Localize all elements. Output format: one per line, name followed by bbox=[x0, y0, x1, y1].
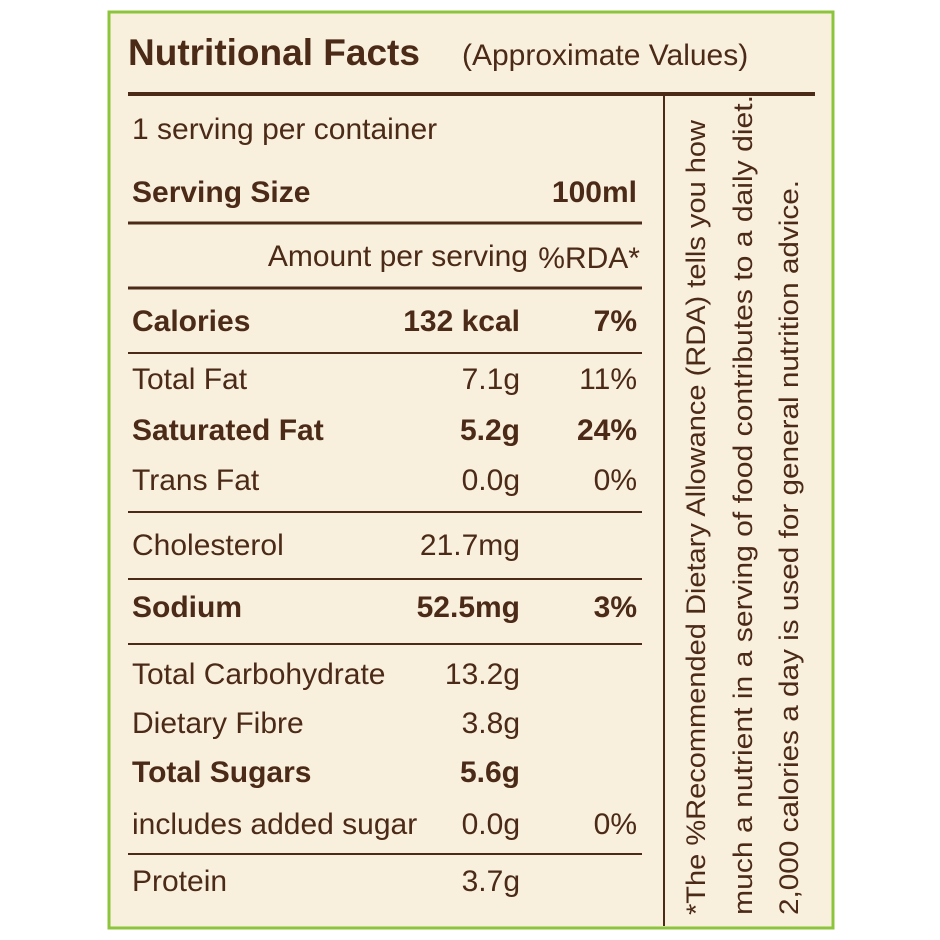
nutrient-amount: 132 kcal bbox=[403, 305, 520, 338]
nutrient-amount: 0.0g bbox=[462, 464, 520, 497]
subtitle: (Approximate Values) bbox=[462, 39, 748, 72]
nutrient-amount: 0.0g bbox=[462, 808, 520, 841]
nutrient-amount: 3.7g bbox=[462, 865, 520, 898]
rda-header: %RDA* bbox=[538, 242, 640, 275]
nutrient-name: Sodium bbox=[132, 591, 242, 624]
nutrient-rda: 7% bbox=[594, 305, 637, 338]
nutrient-rda: 24% bbox=[577, 414, 637, 447]
separators bbox=[128, 221, 642, 855]
nutrient-rda: 0% bbox=[594, 464, 637, 497]
nutrient-name: Dietary Fibre bbox=[132, 707, 304, 740]
nutrient-name: Cholesterol bbox=[132, 529, 284, 562]
nutrient-name: Total Fat bbox=[132, 363, 248, 396]
nutrient-amount: 21.7mg bbox=[420, 529, 520, 562]
amount-header: Amount per serving bbox=[268, 240, 528, 273]
nutrient-amount: 52.5mg bbox=[417, 591, 520, 624]
title: Nutritional Facts bbox=[128, 32, 420, 73]
nutrient-rda: 3% bbox=[594, 591, 637, 624]
serving-size-label: Serving Size bbox=[132, 176, 310, 209]
serving-size-value: 100ml bbox=[552, 176, 637, 209]
nutrient-name: includes added sugar bbox=[132, 808, 417, 841]
nutrient-amount: 5.6g bbox=[460, 756, 520, 789]
nutrient-amount: 13.2g bbox=[445, 658, 520, 691]
nutrient-name: Saturated Fat bbox=[132, 414, 324, 447]
servings: 1 serving per container bbox=[132, 113, 437, 146]
panel bbox=[107, 10, 835, 930]
nutrient-rda: 0% bbox=[594, 808, 637, 841]
nutrient-name: Total Sugars bbox=[132, 756, 311, 789]
nutrient-name: Calories bbox=[132, 305, 250, 338]
nutrient-name: Trans Fat bbox=[132, 464, 260, 497]
note-line: *The %Recommended Dietary Allowance (RDA… bbox=[681, 119, 711, 915]
note-line: 2,000 calories a day is used for general… bbox=[774, 180, 804, 915]
nutrient-name: Protein bbox=[132, 865, 227, 898]
nutrient-amount: 5.2g bbox=[460, 414, 520, 447]
nutrient-amount: 7.1g bbox=[462, 363, 520, 396]
rows: Calories 132 kcal 7% Total Fat 7.1g 11% Satura… bbox=[132, 305, 637, 898]
nutrient-name: Total Carbohydrate bbox=[132, 658, 385, 691]
nutrient-amount: 3.8g bbox=[462, 707, 520, 740]
nutrient-rda: 11% bbox=[579, 363, 637, 396]
note: *The %Recommended Dietary Allowance (RDA… bbox=[681, 95, 804, 915]
note-line: much a nutrient in a serving of food con… bbox=[728, 95, 758, 915]
